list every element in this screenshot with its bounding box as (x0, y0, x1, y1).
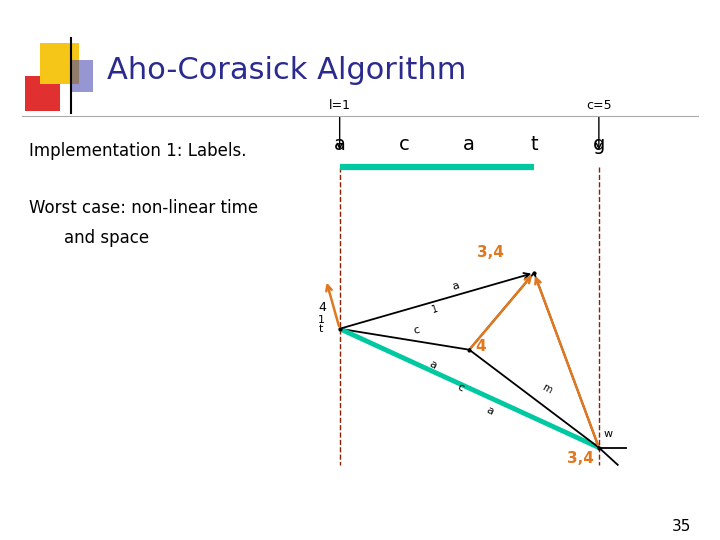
Text: and space: and space (43, 228, 149, 247)
Text: 4: 4 (318, 301, 326, 314)
Text: l=1: l=1 (328, 99, 351, 148)
Text: c=5: c=5 (586, 99, 612, 148)
Text: a: a (464, 135, 475, 154)
Text: 3,4: 3,4 (477, 246, 504, 260)
Text: Worst case: non-linear time: Worst case: non-linear time (29, 199, 258, 217)
Text: a: a (451, 281, 460, 292)
Text: g: g (593, 135, 605, 154)
Text: a: a (428, 359, 438, 370)
Text: a: a (485, 404, 495, 417)
Text: Aho-Corasick Algorithm: Aho-Corasick Algorithm (107, 56, 466, 85)
Text: a: a (334, 135, 346, 154)
Text: w: w (603, 429, 613, 439)
Text: c: c (456, 382, 466, 394)
Text: 35: 35 (672, 519, 691, 534)
Text: t: t (318, 324, 323, 334)
Text: 3,4: 3,4 (567, 451, 594, 466)
Text: 1: 1 (431, 304, 440, 315)
Text: 1: 1 (318, 315, 325, 325)
Text: 4: 4 (475, 339, 486, 354)
Text: Implementation 1: Labels.: Implementation 1: Labels. (29, 142, 246, 160)
Text: m: m (540, 382, 554, 395)
Text: c: c (399, 135, 410, 154)
Text: t: t (530, 135, 538, 154)
Text: c: c (412, 325, 420, 336)
